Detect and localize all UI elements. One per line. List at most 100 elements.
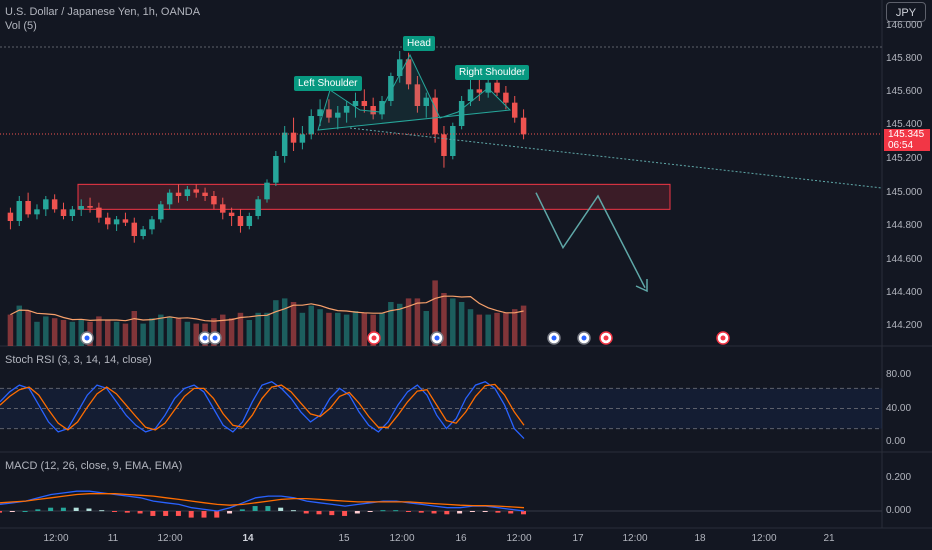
volume-bar [352,311,359,346]
volume-ma-line [10,295,524,322]
currency-selector[interactable]: JPY [886,2,926,22]
candle-body [290,132,297,143]
macd-histogram-bar [508,511,514,514]
volume-bar [343,314,350,346]
volume-bar [25,311,31,346]
candle-body [96,207,102,218]
volume-bar [388,302,394,346]
macd-histogram-bar [482,511,488,512]
price-tick: 145.200 [886,153,923,164]
macd-histogram-bar [469,511,475,512]
price-tick: 146.000 [886,20,923,31]
volume-bar [458,302,465,346]
volume-bar [7,314,14,346]
candle-body [34,209,40,215]
candle-body [60,209,67,216]
volume-bar [96,316,102,346]
volume-bar [237,312,244,346]
volume-bar [166,316,173,346]
candle-body [228,212,235,216]
candle-body [131,222,138,236]
economic-event-dot [202,335,208,341]
head-label[interactable]: Head [403,36,435,51]
macd-histogram-bar [60,507,66,511]
macd-signal-line [0,493,525,509]
candle-body [511,102,518,118]
macd-histogram-bar [99,510,105,512]
macd-histogram-bar [48,507,54,511]
volume-bar [264,312,270,346]
volume-bar [105,320,111,346]
time-tick: 12:00 [43,533,69,544]
volume-bar [51,318,58,346]
stoch-rsi-title[interactable]: Stoch RSI (3, 3, 14, 14, close) [5,354,152,366]
volume-bar [281,298,288,346]
volume-indicator-label[interactable]: Vol (5) [5,20,37,32]
volume-bar [450,298,456,346]
volume-bar [476,314,483,346]
candle-body [211,196,217,205]
volume-bar [69,321,76,346]
volume-bar [414,298,421,346]
candle-body [220,204,226,213]
candle-body [503,92,509,103]
candle-body [255,199,261,216]
candle-body [158,204,164,220]
symbol-title[interactable]: U.S. Dollar / Japanese Yen, 1h, OANDA [5,6,201,18]
neckline [349,127,883,189]
volume-bar [441,293,447,346]
candle-body [16,201,23,221]
volume-bar [43,316,49,346]
candle-body [193,189,199,193]
economic-event-dot [581,335,587,341]
candle-body [140,229,146,236]
right-shoulder-label[interactable]: Right Shoulder [455,65,530,80]
volume-bar [405,298,412,346]
economic-event-dot [720,335,726,341]
candle-body [308,116,314,135]
left-shoulder-label[interactable]: Left Shoulder [294,76,362,91]
volume-bar [255,312,261,346]
projection-arrow-head [635,279,648,293]
macd-histogram-bar [163,511,169,516]
candle-body [361,101,368,106]
macd-histogram-bar [124,511,130,513]
candle-body [51,199,58,210]
volume-bar [149,318,155,346]
macd-histogram-bar [86,508,92,511]
volume-bar [432,280,438,346]
price-tick: 145.000 [886,187,923,198]
macd-title[interactable]: MACD (12, 26, close, 9, EMA, EMA) [5,460,183,472]
candle-body [69,209,76,216]
candle-body [175,192,182,196]
candle-body [105,217,111,225]
volume-bar [326,312,332,346]
volume-bar [60,320,67,346]
candle-body [343,106,350,113]
candle-body [7,212,14,221]
economic-event-dot [551,335,557,341]
stoch-axis-tick: 0.00 [886,436,906,447]
candle-body [458,101,465,126]
macd-histogram-bar [214,511,220,518]
candle-body [370,106,376,115]
time-tick: 12:00 [622,533,648,544]
candle-body [450,126,456,156]
candle-body [396,59,403,76]
macd-histogram-bar [521,511,526,515]
price-tick: 144.600 [886,254,923,265]
macd-histogram-bar [239,509,245,511]
time-tick: 16 [455,533,467,544]
macd-histogram-bar [175,511,181,516]
volume-bar [467,309,474,346]
candle-body [43,199,49,210]
candle-body [326,109,332,118]
candle-body [414,84,421,106]
volume-bar [423,311,429,346]
volume-bar [485,314,491,346]
time-tick: 14 [242,533,254,544]
macd-histogram-bar [278,507,284,511]
macd-histogram-bar [316,511,322,515]
price-tick: 144.200 [886,320,923,331]
